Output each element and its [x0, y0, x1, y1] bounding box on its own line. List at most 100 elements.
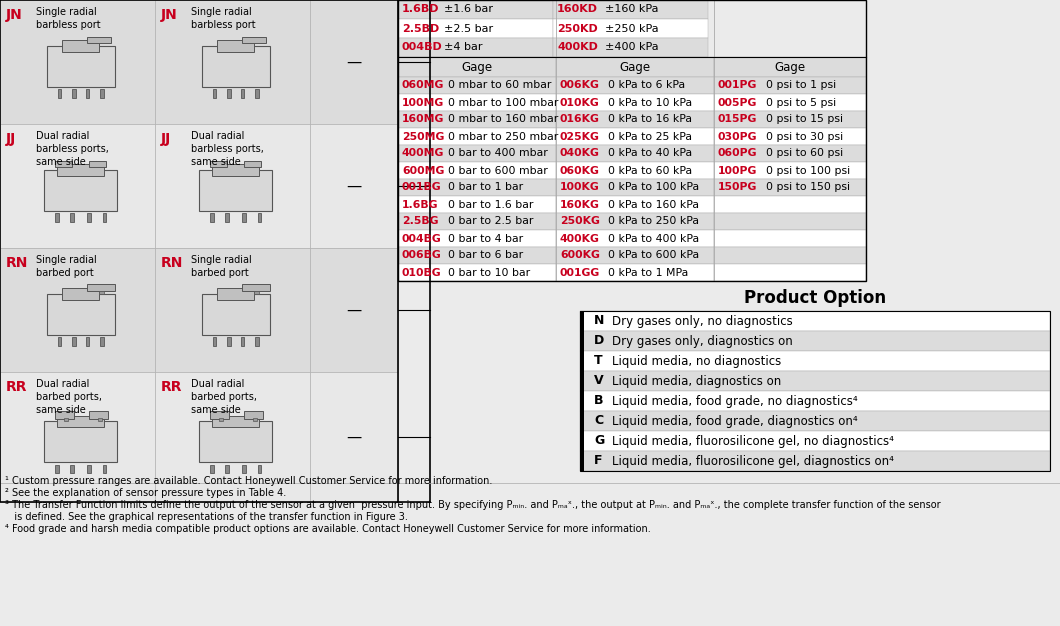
Bar — [155, 248, 310, 372]
Bar — [87, 284, 114, 292]
Text: 0 kPa to 100 kPa: 0 kPa to 100 kPa — [608, 183, 700, 193]
Text: Liquid media, diagnostics on: Liquid media, diagnostics on — [612, 374, 781, 387]
Bar — [87, 213, 91, 222]
Text: 0 mbar to 250 mbar: 0 mbar to 250 mbar — [448, 131, 559, 141]
Bar — [553, 38, 708, 57]
Bar — [210, 213, 213, 222]
Text: 001BG: 001BG — [402, 183, 442, 193]
Bar — [155, 0, 310, 124]
Text: JJ: JJ — [161, 132, 172, 146]
Text: 250KG: 250KG — [560, 217, 600, 227]
Text: 0 kPa to 1 MPa: 0 kPa to 1 MPa — [608, 267, 688, 277]
Bar — [398, 0, 866, 281]
Bar — [210, 161, 227, 168]
Bar — [310, 248, 398, 372]
Bar — [580, 431, 1050, 451]
Bar — [398, 230, 556, 247]
Text: 150PG: 150PG — [718, 183, 758, 193]
Text: 0 mbar to 100 mbar: 0 mbar to 100 mbar — [448, 98, 559, 108]
Text: 015PG: 015PG — [718, 115, 758, 125]
Bar — [100, 290, 104, 294]
Text: 030PG: 030PG — [718, 131, 758, 141]
Bar — [255, 337, 259, 346]
Bar — [556, 128, 714, 145]
Bar — [243, 37, 266, 43]
Text: 0 bar to 10 bar: 0 bar to 10 bar — [448, 267, 530, 277]
Text: Product Option: Product Option — [744, 289, 886, 307]
Text: 100KG: 100KG — [560, 183, 600, 193]
Bar — [0, 0, 155, 124]
Bar — [714, 162, 866, 179]
Text: RR: RR — [6, 380, 28, 394]
Text: 1.6BD: 1.6BD — [402, 4, 440, 14]
Text: 016KG: 016KG — [560, 115, 600, 125]
Text: Single radial
barbed port: Single radial barbed port — [36, 255, 96, 278]
Text: —: — — [347, 429, 361, 444]
Bar — [714, 57, 866, 77]
Bar — [258, 464, 261, 473]
Text: —: — — [347, 178, 361, 193]
Text: 400MG: 400MG — [402, 148, 444, 158]
Bar — [98, 418, 102, 421]
Text: 0 psi to 60 psi: 0 psi to 60 psi — [766, 148, 843, 158]
Bar — [241, 337, 244, 346]
Bar — [57, 337, 61, 346]
Bar — [553, 19, 708, 38]
Bar — [55, 464, 58, 473]
Text: ³ The Transfer Function limits define the output of the sensor at a given  press: ³ The Transfer Function limits define th… — [5, 500, 940, 510]
Bar — [556, 145, 714, 162]
Bar — [103, 213, 106, 222]
Text: Dual radial
barbless ports,
same side: Dual radial barbless ports, same side — [191, 131, 264, 167]
Text: 0 psi to 100 psi: 0 psi to 100 psi — [766, 165, 850, 175]
Text: 0 kPa to 400 kPa: 0 kPa to 400 kPa — [608, 233, 700, 244]
Text: 0 bar to 600 mbar: 0 bar to 600 mbar — [448, 165, 548, 175]
Bar — [199, 421, 271, 462]
Text: 2.5BD: 2.5BD — [402, 24, 439, 34]
Bar — [580, 371, 1050, 391]
Bar — [398, 179, 556, 196]
Bar — [714, 247, 866, 264]
Bar — [72, 337, 75, 346]
Text: 0 kPa to 160 kPa: 0 kPa to 160 kPa — [608, 200, 699, 210]
Text: ±400 kPa: ±400 kPa — [605, 43, 658, 53]
Text: RR: RR — [161, 380, 182, 394]
Text: 001GG: 001GG — [560, 267, 600, 277]
Bar — [580, 451, 1050, 471]
Bar — [241, 90, 244, 98]
Text: 600KG: 600KG — [560, 250, 600, 260]
Bar — [580, 331, 1050, 351]
Text: 025KG: 025KG — [560, 131, 600, 141]
Bar — [714, 77, 866, 94]
Bar — [155, 124, 310, 248]
Bar — [255, 90, 259, 98]
Bar — [57, 416, 104, 428]
Text: 0 bar to 2.5 bar: 0 bar to 2.5 bar — [448, 217, 533, 227]
Bar — [258, 213, 261, 222]
Bar — [714, 230, 866, 247]
Text: Dry gases only, no diagnostics: Dry gases only, no diagnostics — [612, 314, 793, 327]
Bar — [580, 411, 1050, 431]
Bar — [580, 391, 1050, 411]
Text: ¹ Custom pressure ranges are available. Contact Honeywell Customer Service for m: ¹ Custom pressure ranges are available. … — [5, 476, 493, 486]
Bar — [243, 213, 246, 222]
Text: D: D — [594, 334, 604, 347]
Bar — [398, 213, 556, 230]
Bar — [556, 111, 714, 128]
Bar — [87, 464, 91, 473]
Bar — [100, 337, 104, 346]
Bar — [47, 294, 114, 335]
Text: 0 kPa to 16 kPa: 0 kPa to 16 kPa — [608, 115, 692, 125]
Bar — [398, 145, 556, 162]
Text: 160KG: 160KG — [560, 200, 600, 210]
Bar — [556, 77, 714, 94]
Bar — [556, 196, 714, 213]
Text: ±1.6 bar: ±1.6 bar — [444, 4, 493, 14]
Bar — [398, 196, 556, 213]
Bar — [72, 90, 75, 98]
Bar — [714, 94, 866, 111]
Text: Liquid media, no diagnostics: Liquid media, no diagnostics — [612, 354, 781, 367]
Bar — [64, 418, 68, 421]
Bar — [580, 451, 584, 471]
Text: ±250 kPa: ±250 kPa — [605, 24, 658, 34]
Text: 1.6BG: 1.6BG — [402, 200, 439, 210]
